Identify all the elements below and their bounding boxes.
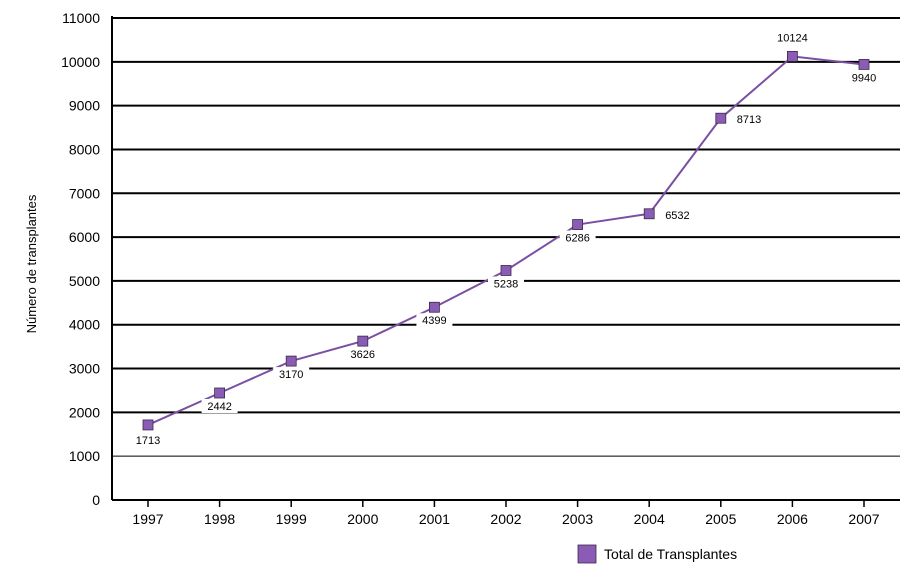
data-label: 2442 (207, 401, 231, 413)
x-tick-label: 1997 (132, 511, 163, 527)
data-label: 3170 (279, 369, 303, 381)
data-point (428, 301, 440, 313)
data-label-bg (201, 398, 238, 413)
data-point (787, 50, 798, 62)
x-tick-label: 2000 (347, 511, 378, 527)
x-tick-label: 2001 (419, 511, 450, 527)
data-label-bg (770, 30, 814, 45)
axes (111, 16, 900, 507)
series-line (147, 55, 865, 426)
data-point (357, 335, 369, 347)
data-label-bg (130, 432, 166, 447)
data-point (500, 265, 512, 276)
data-point (572, 219, 583, 230)
data-point (643, 208, 655, 220)
data-label-bg (559, 230, 596, 245)
data-label-bg (662, 207, 699, 222)
data-point (142, 419, 154, 431)
x-tick-label: 1999 (276, 511, 307, 527)
y-tick-label: 6000 (69, 229, 100, 245)
x-tick-label: 2006 (777, 511, 808, 527)
y-tick-label: 9000 (69, 98, 100, 114)
series (142, 50, 870, 431)
data-label-bg (488, 276, 524, 291)
y-tick-label: 2000 (69, 404, 100, 420)
legend-swatch (577, 544, 597, 564)
y-tick-label: 0 (92, 492, 100, 508)
y-tick-label: 1000 (69, 448, 100, 464)
x-tick-label: 2002 (490, 511, 521, 527)
gridlines (112, 17, 900, 457)
y-tick-label: 8000 (69, 141, 100, 157)
data-labels: 1713 2442 3170 3626 4399 5238 6286 6532 8713 1012… (130, 30, 882, 447)
data-label: 3626 (351, 349, 375, 361)
data-point (214, 387, 226, 399)
data-label: 6532 (665, 210, 689, 222)
data-label-bg (344, 347, 381, 362)
x-tick-label: 2005 (705, 511, 736, 527)
data-label: 9940 (852, 72, 876, 84)
data-point (715, 112, 727, 124)
x-tick-label: 2007 (848, 511, 879, 527)
data-label: 8713 (737, 114, 761, 126)
x-tick-labels: 1997 1998 1999 2000 2001 2002 2003 2004 2005 2006… (132, 511, 879, 527)
y-tick-label: 10000 (61, 54, 100, 70)
data-label: 5238 (494, 278, 518, 290)
data-label-bg (846, 70, 882, 85)
data-label-bg (416, 313, 453, 328)
y-tick-label: 11000 (62, 10, 100, 26)
y-tick-label: 5000 (69, 273, 100, 289)
data-label: 10124 (777, 32, 808, 44)
y-axis-title: Número de transplantes (24, 194, 39, 333)
x-tick-label: 2003 (562, 511, 593, 527)
x-tick-label: 1998 (204, 511, 235, 527)
data-label: 1713 (136, 435, 160, 447)
data-label-bg (273, 367, 310, 382)
y-tick-label: 7000 (69, 185, 100, 201)
data-label: 6286 (565, 233, 589, 245)
data-point (285, 355, 297, 367)
y-tick-label: 4000 (69, 317, 100, 333)
data-label-bg (733, 112, 770, 127)
legend-label: Total de Transplantes (604, 546, 737, 562)
data-label: 4399 (422, 315, 446, 327)
x-tick-label: 2004 (634, 511, 665, 527)
y-tick-label: 3000 (69, 361, 100, 377)
legend: Total de Transplantes (577, 544, 737, 564)
y-tick-labels: 0 1000 2000 3000 4000 5000 6000 7000 8000 9000 100… (61, 10, 100, 508)
data-point (858, 59, 870, 70)
